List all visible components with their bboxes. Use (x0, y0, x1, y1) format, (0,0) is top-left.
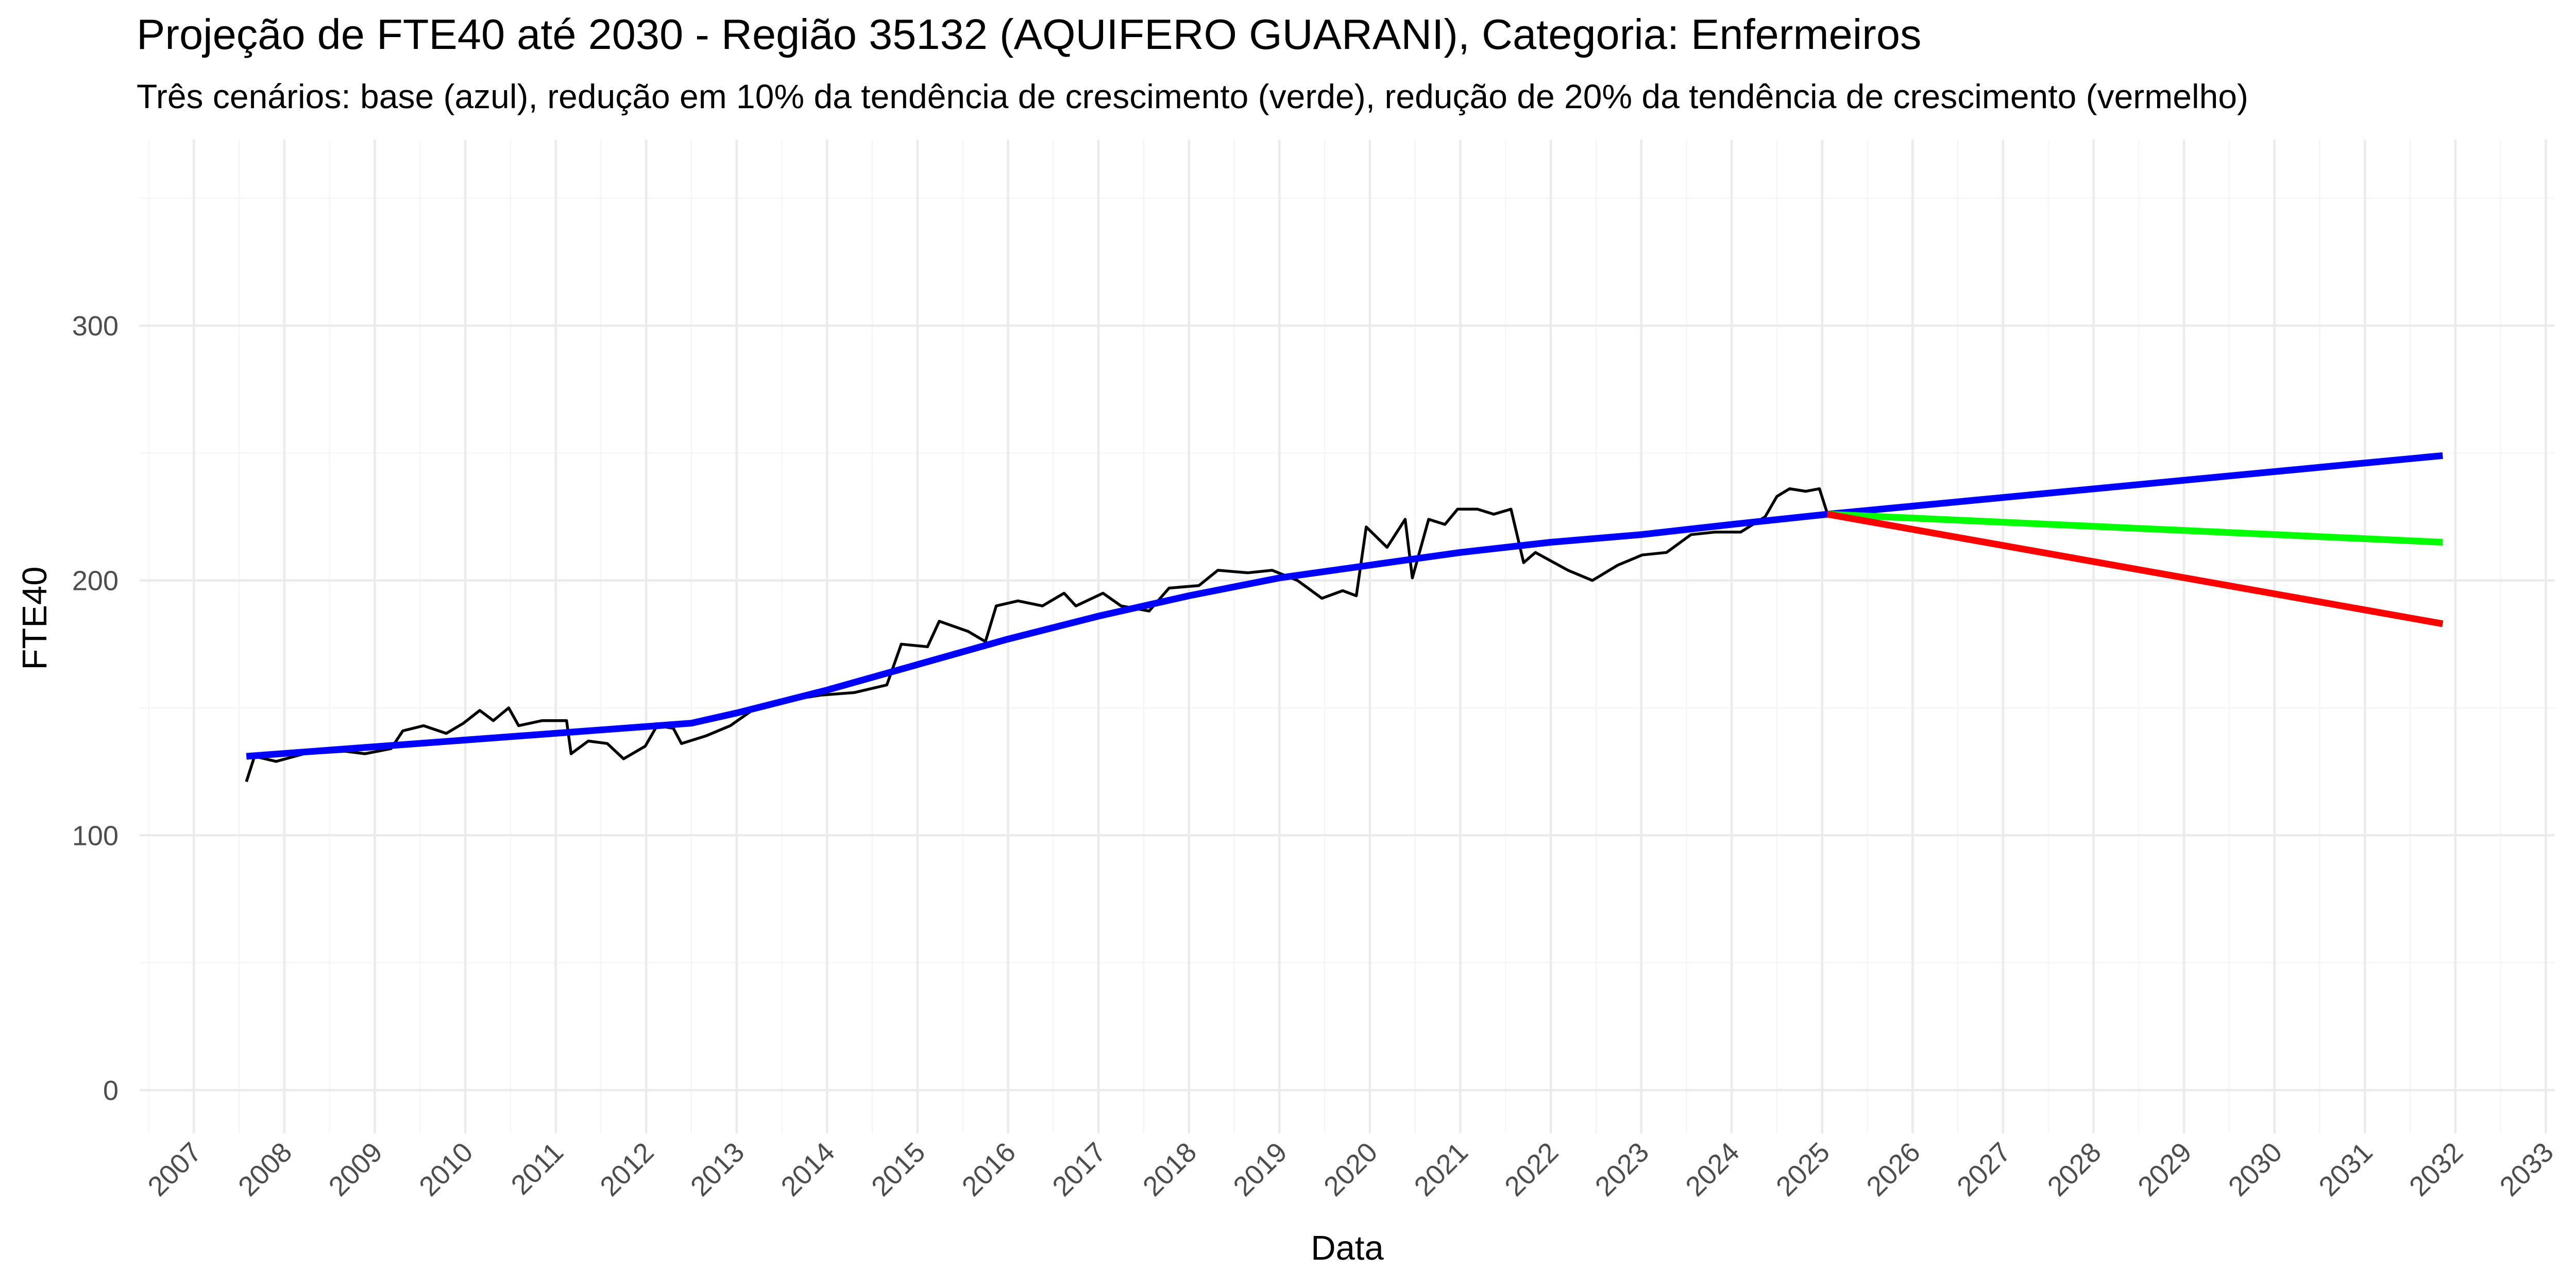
x-tick-label: 2010 (413, 1137, 479, 1202)
x-tick-label: 2033 (2494, 1137, 2560, 1202)
series-line (1827, 511, 2444, 628)
x-tick-label: 2028 (2042, 1137, 2107, 1202)
x-tick-label: 2015 (866, 1137, 931, 1202)
series-line (246, 452, 2443, 760)
x-tick-label: 2011 (505, 1137, 570, 1201)
x-tick-label: 2018 (1137, 1137, 1202, 1202)
x-tick-label: 2012 (594, 1137, 659, 1202)
x-tick-label: 2027 (1951, 1137, 2016, 1202)
y-tick-label: 0 (103, 1075, 118, 1106)
x-tick-label: 2020 (1318, 1137, 1383, 1202)
x-tick-label: 2023 (1589, 1137, 1655, 1202)
x-tick-label: 2032 (2403, 1137, 2469, 1202)
y-axis-title: FTE40 (15, 566, 54, 670)
x-axis-title: Data (1311, 1229, 1384, 1267)
y-tick-label: 100 (72, 820, 118, 851)
x-tick-label: 2008 (232, 1137, 298, 1202)
x-tick-label: 2017 (1046, 1137, 1112, 1202)
x-tick-label: 2025 (1770, 1137, 1836, 1202)
x-tick-label: 2014 (775, 1137, 841, 1202)
chart-title: Projeção de FTE40 até 2030 - Região 3513… (137, 10, 1921, 58)
x-tick-label: 2030 (2223, 1137, 2288, 1202)
x-tick-label: 2016 (956, 1137, 1022, 1202)
x-tick-label: 2031 (2313, 1137, 2378, 1202)
x-tick-label: 2009 (323, 1137, 388, 1202)
x-tick-label: 2026 (1860, 1137, 1926, 1202)
x-tick-label: 2019 (1227, 1137, 1293, 1202)
y-tick-label: 200 (72, 566, 118, 597)
series-line (245, 487, 1829, 783)
x-tick-label: 2013 (685, 1137, 750, 1202)
x-tick-label: 2024 (1680, 1137, 1745, 1202)
x-tick-label: 2029 (2132, 1137, 2197, 1202)
x-tick-label: 2022 (1499, 1137, 1564, 1202)
y-tick-label: 300 (72, 311, 118, 342)
chart-subtitle: Três cenários: base (azul), redução em 1… (137, 77, 2248, 115)
x-tick-label: 2021 (1409, 1137, 1474, 1202)
series-line (1827, 511, 2443, 546)
x-tick-label: 2007 (142, 1137, 207, 1202)
